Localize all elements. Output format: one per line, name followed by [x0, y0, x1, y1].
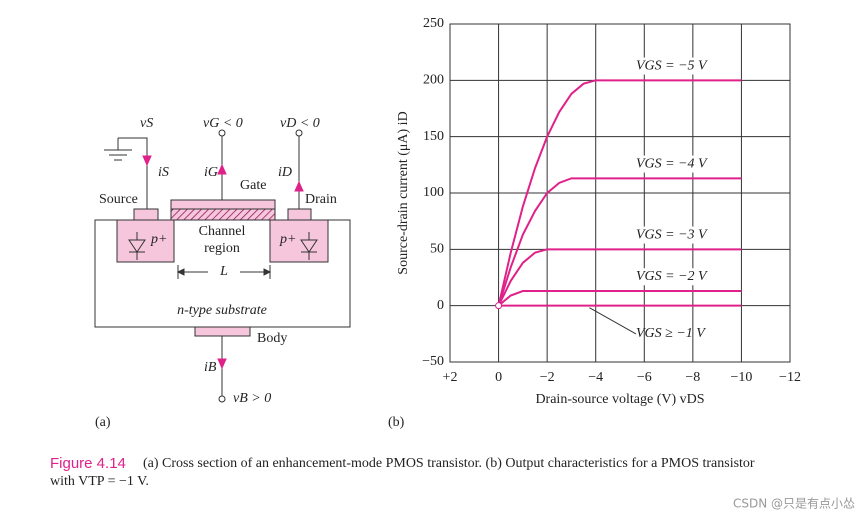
- label-bg: [633, 268, 712, 286]
- label: iD: [278, 165, 292, 180]
- x-tick-label: −6: [637, 370, 652, 385]
- source-wire: [104, 137, 148, 209]
- y-axis-label: Source-drain current (μA) iD: [396, 111, 411, 274]
- x-tick-label: −10: [730, 370, 752, 385]
- series-label: VGS = −5 V: [636, 59, 708, 74]
- y-tick-label: 150: [423, 129, 444, 144]
- label: Channel: [199, 224, 246, 239]
- x-tick-label: −2: [540, 370, 555, 385]
- caption: with VTP = −1 V.: [50, 474, 149, 489]
- label: n-type substrate: [177, 303, 267, 318]
- y-tick-label: 50: [430, 242, 444, 257]
- chart: −50 0 50 100 150 200 250 +2 0 −2 −4 −6 −8 −10 −12 Drain…: [396, 16, 801, 407]
- length-arrow: [176, 265, 272, 279]
- caption: (a) Cross section of an enhancement-mode…: [143, 456, 755, 471]
- label: p+: [150, 232, 167, 247]
- oxide: [170, 208, 276, 221]
- diagram-labels: vS vG < 0 vD < 0 iS iG iD Gate Source Dr…: [95, 116, 337, 430]
- y-tick-label: −50: [422, 354, 444, 369]
- label-bg: [633, 226, 712, 244]
- series-label: VGS = −4 V: [636, 157, 708, 172]
- series-line: [497, 79, 742, 306]
- y-tick-label: 0: [437, 298, 444, 313]
- y-tick-label: 250: [423, 16, 444, 31]
- label: L: [219, 264, 228, 279]
- watermark: CSDN @只是有点小怂: [733, 497, 855, 511]
- label: vD < 0: [280, 116, 320, 131]
- drain-contact: [287, 208, 312, 221]
- label-bg: [633, 155, 712, 173]
- label: vS: [140, 116, 153, 131]
- diode: [128, 232, 146, 260]
- panel-label: (a): [95, 415, 111, 430]
- x-tick-label: −12: [779, 370, 801, 385]
- leader: [589, 307, 637, 335]
- y-tick-label: 100: [423, 185, 444, 200]
- arrow: [142, 155, 304, 370]
- caption-label: Figure 4.14: [50, 455, 126, 472]
- series-line: [497, 290, 742, 307]
- diagram: [94, 129, 351, 403]
- terminal: [295, 129, 303, 137]
- gate: [170, 199, 276, 210]
- label: iG: [204, 165, 218, 180]
- source-contact: [133, 208, 159, 221]
- label: p+: [279, 232, 296, 247]
- terminal: [218, 129, 226, 137]
- series-line: [497, 177, 742, 306]
- label: iB: [204, 360, 217, 375]
- p-region: [269, 219, 329, 263]
- diode: [300, 232, 318, 260]
- series-line: [497, 248, 742, 307]
- p-region: [116, 219, 175, 263]
- x-tick-label: −4: [588, 370, 603, 385]
- label-bg: [633, 57, 712, 75]
- label: Gate: [240, 178, 266, 193]
- x-axis-label: Drain-source voltage (V) vDS: [535, 392, 704, 407]
- body-contact: [194, 326, 251, 337]
- x-tick-label: 0: [495, 370, 502, 385]
- label: vG < 0: [203, 116, 243, 131]
- series-label: VGS = −3 V: [636, 228, 708, 243]
- label: vB > 0: [233, 391, 271, 406]
- origin: [495, 302, 503, 310]
- label: Drain: [305, 192, 337, 207]
- terminal: [218, 395, 226, 403]
- series-label: VGS ≥ −1 V: [636, 326, 706, 341]
- y-tick-label: 200: [423, 73, 444, 88]
- label: Source: [99, 192, 138, 207]
- x-tick-label: +2: [443, 370, 458, 385]
- panel-label: (b): [388, 415, 405, 430]
- series-label: VGS = −2 V: [636, 269, 708, 284]
- x-tick-label: −8: [685, 370, 700, 385]
- label: iS: [158, 165, 169, 180]
- label: region: [204, 241, 240, 256]
- label: Body: [257, 331, 287, 346]
